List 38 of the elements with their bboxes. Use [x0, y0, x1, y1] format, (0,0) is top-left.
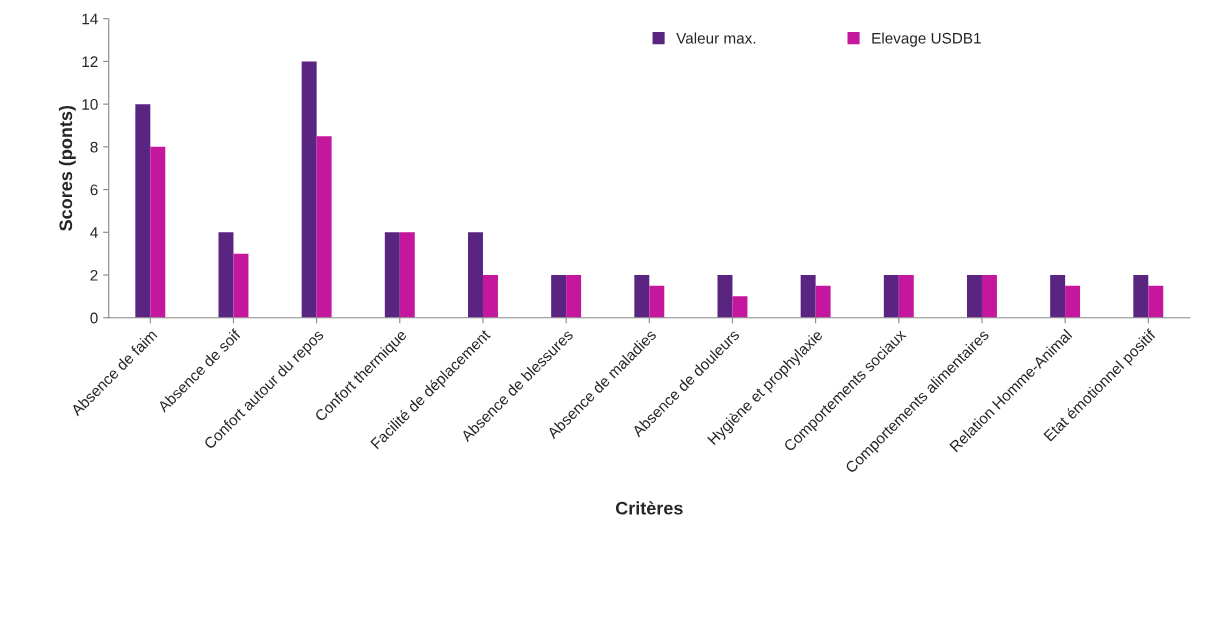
bar — [468, 232, 483, 318]
y-tick-label: 6 — [90, 184, 98, 196]
legend-label: Elevage USDB1 — [872, 32, 981, 47]
bar — [981, 275, 997, 318]
y-tick-label: 8 — [90, 141, 98, 153]
bar — [717, 275, 733, 318]
y-tick-label: 2 — [90, 269, 98, 281]
bar — [301, 61, 317, 318]
y-tick-label: 12 — [82, 56, 98, 67]
y-tick-label: 14 — [82, 13, 98, 25]
bar — [233, 253, 249, 318]
bar — [1148, 285, 1164, 318]
bar — [649, 285, 665, 318]
legend-label: Valeur max. — [676, 32, 756, 44]
bar — [815, 285, 831, 318]
bar — [399, 232, 415, 318]
bar — [898, 275, 914, 318]
y-tick-label: 0 — [90, 312, 98, 324]
bar — [150, 146, 166, 318]
bar — [883, 275, 899, 318]
bar — [316, 136, 332, 318]
y-tick-label: 4 — [90, 227, 98, 238]
bar — [566, 275, 582, 318]
x-axis-title: Critères — [615, 501, 683, 515]
bar — [218, 232, 234, 318]
bar — [966, 275, 982, 318]
bar — [384, 232, 400, 318]
y-axis-title: Scores (ponts) — [58, 105, 76, 231]
bar — [1133, 275, 1149, 318]
bar — [800, 275, 816, 318]
y-tick-label: 10 — [82, 99, 98, 110]
bar — [1065, 285, 1081, 318]
bar — [1050, 275, 1066, 318]
bar — [634, 275, 650, 318]
bar — [732, 296, 748, 318]
bar — [551, 275, 567, 318]
bar — [135, 104, 151, 318]
bar — [482, 275, 498, 318]
